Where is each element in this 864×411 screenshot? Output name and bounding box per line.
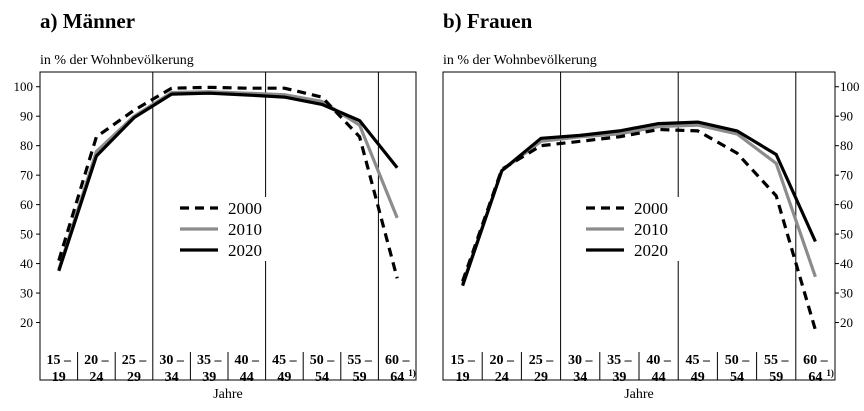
x-tick-label: 20 – — [84, 353, 110, 368]
x-axis-label: Jahre — [213, 387, 243, 402]
x-tick-label: 34 — [165, 370, 179, 385]
x-tick-label: 45 – — [272, 353, 298, 368]
y-tick-label: 100 — [840, 79, 860, 94]
series-line-2020 — [461, 120, 817, 287]
y-tick-label: 20 — [840, 315, 853, 330]
legend-label: 2020 — [634, 241, 668, 260]
y-tick-label: 30 — [20, 286, 33, 301]
y-tick-label: 70 — [20, 168, 33, 183]
x-tick-label: 50 – — [725, 353, 751, 368]
x-tick-label: 45 – — [686, 353, 712, 368]
y-tick-label: 80 — [840, 138, 853, 153]
x-tick-label: 15 – — [47, 353, 73, 368]
legend-label: 2000 — [634, 199, 668, 218]
chart-panel-women: b) Frauen in % der Wohnbevölkerung 20 30 40 5… — [442, 9, 860, 402]
x-tick-label: 60 – — [385, 353, 411, 368]
x-tick-label: 55 – — [764, 353, 790, 368]
x-tick-label: 39 — [202, 370, 216, 385]
legend-label: 2000 — [228, 199, 262, 218]
x-tick-label: 24 — [89, 370, 103, 385]
x-tick-label: 55 – — [347, 353, 373, 368]
x-tick-label: 59 — [353, 370, 367, 385]
x-tick-label: 64 — [808, 370, 822, 385]
x-tick-label: 64 — [390, 370, 404, 385]
y-tick-label: 90 — [840, 109, 853, 124]
y-tick-label: 30 — [840, 286, 853, 301]
x-tick-label: 35 – — [197, 353, 223, 368]
y-tick-label: 40 — [840, 256, 853, 271]
legend-label: 2010 — [634, 220, 668, 239]
y-tick-label: 80 — [20, 138, 33, 153]
series-line-2000 — [461, 127, 817, 331]
chart-panel-men: a) Männer in % der Wohnbevölkerung 20 30 40 5… — [14, 9, 417, 402]
x-tick-label: 30 – — [568, 353, 594, 368]
legend-label: 2010 — [228, 220, 262, 239]
y-tick-label: 100 — [14, 79, 34, 94]
x-tick-label: 19 — [456, 370, 470, 385]
y-tick-label: 90 — [20, 109, 33, 124]
x-tick-label: 49 — [277, 370, 291, 385]
x-tick-label: 54 — [730, 370, 744, 385]
x-tick-label: 54 — [315, 370, 329, 385]
x-tick-label: 34 — [573, 370, 587, 385]
footnote-marker: 1) — [408, 368, 416, 378]
x-tick-label: 30 – — [159, 353, 185, 368]
panel-title: a) Männer — [40, 9, 135, 33]
x-tick-label: 49 — [691, 370, 705, 385]
series-line-2020 — [57, 91, 399, 272]
x-tick-label: 19 — [52, 370, 66, 385]
x-tick-label: 39 — [612, 370, 626, 385]
y-tick-label: 60 — [20, 197, 33, 212]
legend: 2000 2010 2020 — [174, 197, 278, 261]
legend-label: 2020 — [228, 241, 262, 260]
x-tick-label: 50 – — [310, 353, 336, 368]
y-tick-label: 50 — [840, 227, 853, 242]
series-line-2000 — [57, 85, 399, 279]
x-tick-label: 44 — [652, 370, 666, 385]
x-tick-label: 25 – — [122, 353, 148, 368]
y-tick-label: 40 — [20, 256, 33, 271]
x-tick-label: 29 — [127, 370, 141, 385]
x-tick-label: 40 – — [235, 353, 261, 368]
x-tick-label: 29 — [534, 370, 548, 385]
y-tick-label: 20 — [20, 315, 33, 330]
x-tick-label: 20 – — [490, 353, 516, 368]
x-tick-label: 40 – — [646, 353, 672, 368]
y-axis-label: in % der Wohnbevölkerung — [443, 53, 597, 68]
y-tick-label: 60 — [840, 197, 853, 212]
x-tick-label: 59 — [769, 370, 783, 385]
x-tick-label: 44 — [240, 370, 254, 385]
y-tick-label: 70 — [840, 168, 853, 183]
x-tick-label: 25 – — [529, 353, 555, 368]
x-tick-label: 24 — [495, 370, 509, 385]
x-tick-label: 15 – — [450, 353, 476, 368]
y-axis-label: in % der Wohnbevölkerung — [40, 53, 194, 68]
x-axis-label: Jahre — [624, 387, 654, 402]
x-tick-label: 60 – — [803, 353, 829, 368]
y-tick-label: 50 — [20, 227, 33, 242]
legend: 2000 2010 2020 — [580, 197, 684, 261]
x-tick-label: 35 – — [607, 353, 633, 368]
panel-title: b) Frauen — [443, 9, 533, 33]
footnote-marker: 1) — [826, 368, 834, 378]
